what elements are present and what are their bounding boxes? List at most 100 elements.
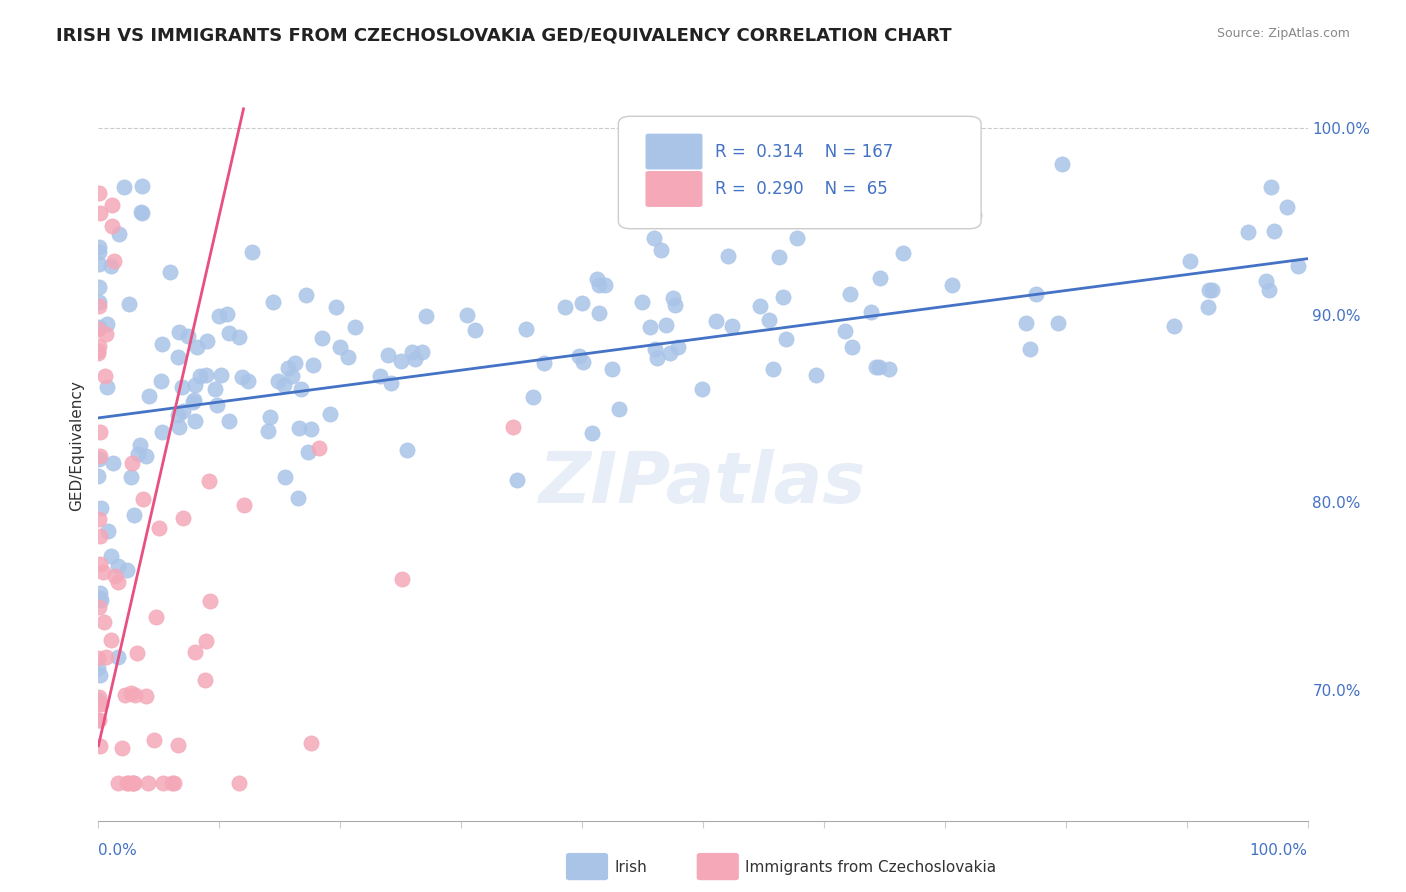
Point bbox=[343, 320, 366, 334]
Point bbox=[89, 558, 111, 572]
Point bbox=[274, 470, 297, 484]
Point bbox=[266, 374, 288, 388]
Point bbox=[586, 272, 609, 286]
Point bbox=[89, 279, 111, 293]
Point bbox=[87, 343, 110, 358]
Point bbox=[97, 524, 120, 538]
Point bbox=[290, 382, 312, 396]
Point bbox=[377, 348, 399, 362]
Text: Source: ZipAtlas.com: Source: ZipAtlas.com bbox=[1216, 27, 1350, 40]
Point bbox=[131, 206, 153, 220]
Point bbox=[114, 688, 136, 702]
Point bbox=[120, 470, 142, 484]
Point bbox=[96, 650, 118, 665]
Point bbox=[87, 240, 110, 254]
Point bbox=[96, 317, 118, 331]
Point bbox=[661, 291, 683, 305]
Point bbox=[124, 688, 146, 702]
Point bbox=[464, 323, 486, 337]
Text: 0.0%: 0.0% bbox=[98, 843, 138, 858]
Point bbox=[87, 713, 110, 727]
Point bbox=[87, 650, 110, 665]
Point bbox=[1046, 316, 1069, 330]
Point bbox=[772, 290, 794, 304]
Point bbox=[114, 179, 136, 194]
Point bbox=[281, 369, 304, 384]
Point bbox=[533, 356, 555, 370]
Point bbox=[167, 739, 190, 753]
Point bbox=[502, 420, 524, 434]
Point bbox=[120, 686, 142, 700]
Point bbox=[664, 298, 686, 312]
Text: 100.0%: 100.0% bbox=[1250, 843, 1308, 858]
Point bbox=[87, 697, 110, 711]
Point bbox=[167, 325, 190, 339]
Point bbox=[1258, 283, 1281, 297]
Point bbox=[172, 511, 194, 525]
Point bbox=[100, 549, 122, 563]
Point bbox=[554, 300, 576, 314]
Point bbox=[595, 278, 617, 293]
Point bbox=[181, 394, 204, 409]
Point bbox=[162, 776, 184, 790]
Point bbox=[118, 297, 141, 311]
Point bbox=[758, 312, 780, 326]
Point bbox=[295, 288, 318, 302]
Point bbox=[1277, 200, 1299, 214]
Point bbox=[950, 212, 973, 227]
Point bbox=[1286, 259, 1309, 273]
Point bbox=[208, 309, 231, 323]
Point bbox=[301, 358, 323, 372]
Text: ZIPatlas: ZIPatlas bbox=[540, 449, 866, 518]
Point bbox=[236, 374, 259, 388]
Point bbox=[607, 401, 630, 416]
Text: R =  0.290    N =  65: R = 0.290 N = 65 bbox=[716, 180, 887, 198]
Point bbox=[329, 340, 352, 354]
Point bbox=[396, 443, 419, 458]
Point bbox=[131, 205, 153, 219]
Point bbox=[111, 740, 134, 755]
Point bbox=[650, 243, 672, 257]
Point bbox=[1015, 316, 1038, 330]
Point bbox=[177, 329, 200, 343]
Point bbox=[87, 661, 110, 675]
Point bbox=[891, 246, 914, 260]
Point bbox=[869, 271, 891, 285]
Point bbox=[93, 368, 115, 383]
Point bbox=[163, 776, 186, 790]
Text: Immigrants from Czechoslovakia: Immigrants from Czechoslovakia bbox=[745, 860, 997, 874]
Point bbox=[132, 492, 155, 507]
Point bbox=[284, 356, 307, 370]
Point bbox=[96, 380, 118, 394]
Point bbox=[127, 447, 149, 461]
Point bbox=[1050, 157, 1073, 171]
Point bbox=[631, 295, 654, 310]
Point bbox=[101, 456, 124, 470]
Point bbox=[195, 368, 218, 383]
Point bbox=[101, 219, 124, 233]
Point bbox=[93, 615, 115, 630]
Point bbox=[690, 382, 713, 396]
FancyBboxPatch shape bbox=[619, 116, 981, 228]
Point bbox=[1256, 274, 1278, 288]
Point bbox=[89, 667, 111, 681]
Text: Irish: Irish bbox=[614, 860, 647, 874]
Point bbox=[215, 307, 238, 321]
Point bbox=[184, 645, 207, 659]
Point bbox=[87, 468, 110, 483]
Point bbox=[717, 249, 740, 263]
Point bbox=[152, 776, 174, 790]
Point bbox=[129, 438, 152, 452]
Point bbox=[879, 361, 901, 376]
Point bbox=[135, 689, 157, 703]
Point bbox=[659, 346, 682, 360]
Point bbox=[90, 592, 112, 607]
Point bbox=[183, 392, 205, 407]
Point bbox=[1163, 318, 1185, 333]
Point bbox=[87, 299, 110, 313]
Point bbox=[148, 521, 170, 535]
Point bbox=[103, 253, 125, 268]
Point bbox=[600, 362, 623, 376]
Point bbox=[121, 776, 143, 790]
Point bbox=[411, 345, 433, 359]
